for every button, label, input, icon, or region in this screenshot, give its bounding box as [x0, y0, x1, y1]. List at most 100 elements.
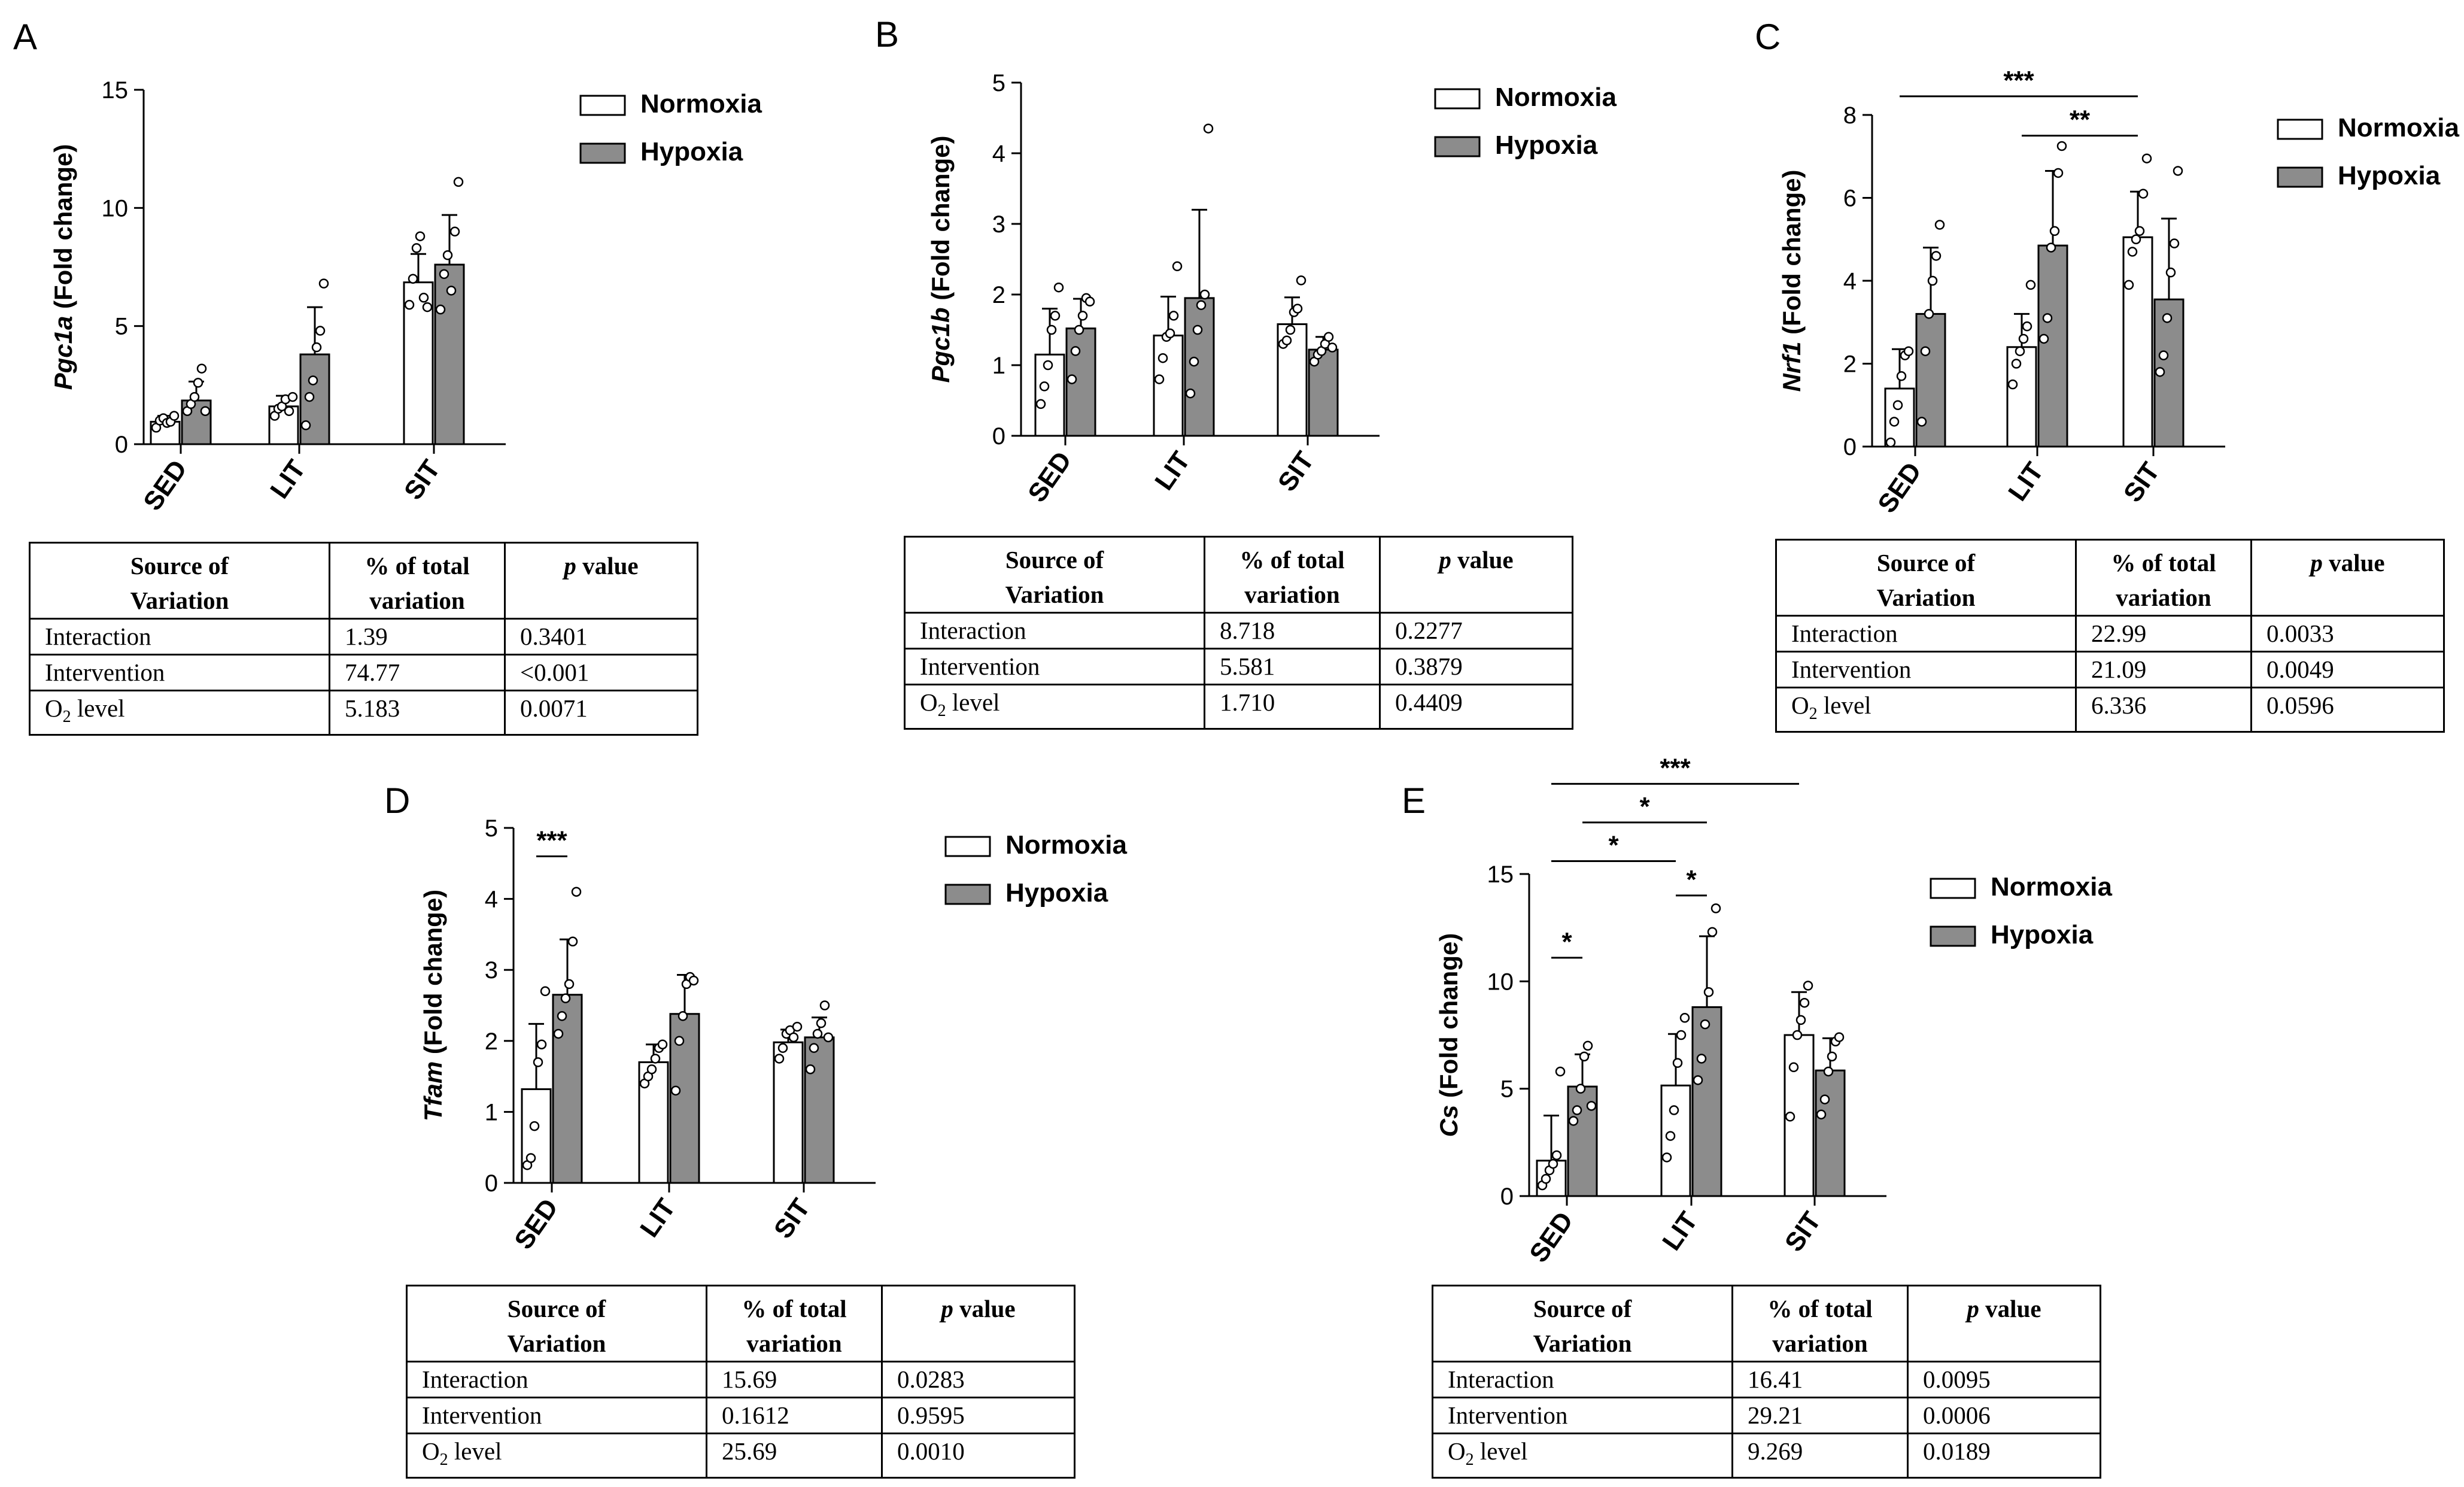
data-point [300, 420, 311, 430]
data-point [1889, 417, 1900, 427]
data-point [1676, 1030, 1687, 1040]
legend-label-hypoxia: Hypoxia [1005, 878, 1108, 908]
data-point [553, 1028, 564, 1039]
x-category-label: LIT [1149, 447, 1196, 496]
table-cell: 29.21 [1731, 1397, 1909, 1434]
data-point [1799, 997, 1810, 1008]
data-point [823, 1032, 834, 1043]
legend-swatch-hypoxia [944, 884, 991, 905]
data-point [404, 299, 415, 310]
table-cell: 0.3401 [504, 618, 698, 656]
data-point [1792, 1030, 1803, 1040]
significance-label: ** [2070, 105, 2091, 135]
table-header-cell: % of total variation [1731, 1285, 1909, 1362]
table-header-row: Source of Variation% of total variation p v… [1775, 539, 2445, 617]
data-point [1582, 1040, 1593, 1051]
data-point [2155, 367, 2165, 377]
table-cell: 21.09 [2075, 651, 2252, 688]
table-row: O2 level 1.710 0.4409 [904, 683, 1573, 730]
legend-swatch-hypoxia [1434, 136, 1481, 157]
table-cell: Interaction [904, 612, 1205, 650]
data-point [2141, 153, 2152, 163]
table-header-cell: p value [881, 1285, 1075, 1362]
y-tick-label: 0 [1500, 1183, 1514, 1210]
table-cell: O2 level [1432, 1432, 1733, 1479]
panel-letter: C [1755, 17, 1781, 57]
x-category-label: SED [509, 1194, 564, 1255]
data-point [1568, 1116, 1579, 1126]
data-point [308, 375, 318, 386]
table-row: Interaction 1.39 0.3401 [29, 618, 698, 656]
data-point [315, 326, 326, 336]
data-point [1046, 324, 1057, 335]
data-point [411, 243, 422, 253]
table-cell: Intervention [406, 1397, 707, 1434]
table-header-cell: p value [1379, 536, 1573, 614]
panel-letter: D [384, 781, 410, 821]
data-point [1823, 1066, 1834, 1077]
table-cell: 8.718 [1204, 612, 1381, 650]
y-tick-label: 0 [1843, 434, 1857, 460]
data-point [1924, 309, 1934, 319]
data-point [196, 363, 207, 374]
data-point [1285, 324, 1296, 335]
y-tick-label: 3 [485, 957, 498, 984]
legend-label-hypoxia: Hypoxia [1495, 131, 1598, 160]
table-row: Interaction 16.41 0.0095 [1432, 1361, 2101, 1398]
data-point [1074, 324, 1084, 335]
table-cell: O2 level [29, 689, 330, 736]
significance-label: * [1608, 830, 1619, 860]
data-point [805, 1064, 816, 1075]
data-point [1816, 1109, 1827, 1119]
table-row: Interaction 15.69 0.0283 [406, 1361, 1075, 1398]
data-point [2025, 280, 2036, 290]
data-point [2158, 350, 2169, 360]
data-point [1700, 1019, 1710, 1030]
table-row: O2 level 9.269 0.0189 [1432, 1432, 2101, 1479]
table-header-cell: Source of Variation [1432, 1285, 1733, 1362]
data-point [1586, 1101, 1597, 1111]
table-cell: <0.001 [504, 654, 698, 691]
data-point [1077, 311, 1088, 321]
legend-swatch-normoxia [1930, 878, 1976, 899]
data-point [1788, 1062, 1799, 1073]
data-point [777, 1043, 788, 1053]
significance-label: *** [1660, 753, 1691, 782]
table-cell: 0.0010 [881, 1432, 1075, 1479]
data-point [1189, 356, 1199, 367]
anova-table: Source of Variation% of total variation p v… [406, 1285, 1075, 1479]
data-point [189, 392, 200, 402]
bar-hypoxia-sed [552, 994, 583, 1184]
y-tick-label: 5 [115, 314, 128, 340]
data-point [1934, 220, 1945, 230]
data-point [1669, 1105, 1679, 1115]
table-header-cell: p value [504, 542, 698, 620]
table-cell: 0.2277 [1379, 612, 1573, 650]
bar-normoxia-lit [1153, 334, 1184, 437]
bar-normoxia-lit [2006, 346, 2037, 448]
table-row: Interaction 22.99 0.0033 [1775, 615, 2445, 653]
data-point [525, 1153, 536, 1163]
legend-label-normoxia: Normoxia [2338, 113, 2459, 142]
table-row: O2 level 6.336 0.0596 [1775, 686, 2445, 733]
table-cell: O2 level [406, 1432, 707, 1479]
legend-label-normoxia: Normoxia [640, 89, 762, 119]
data-point [1327, 342, 1338, 353]
bar-hypoxia-sed [1915, 312, 1946, 448]
table-cell: Interaction [29, 618, 330, 656]
data-point [1172, 261, 1183, 272]
data-point [1043, 360, 1053, 371]
data-point [774, 1054, 785, 1064]
y-axis-title: Cs (Fold change) [1435, 933, 1463, 1137]
y-tick-label: 4 [1843, 268, 1857, 295]
table-cell: 0.0189 [1907, 1432, 2101, 1479]
data-point [1927, 275, 1938, 286]
y-tick-label: 5 [1500, 1076, 1514, 1103]
y-tick-label: 2 [485, 1028, 498, 1055]
bar-hypoxia-lit [669, 1013, 700, 1184]
table-header-cell: % of total variation [706, 1285, 883, 1362]
table-header-cell: % of total variation [1204, 536, 1381, 614]
bar-normoxia-sit [773, 1041, 804, 1184]
